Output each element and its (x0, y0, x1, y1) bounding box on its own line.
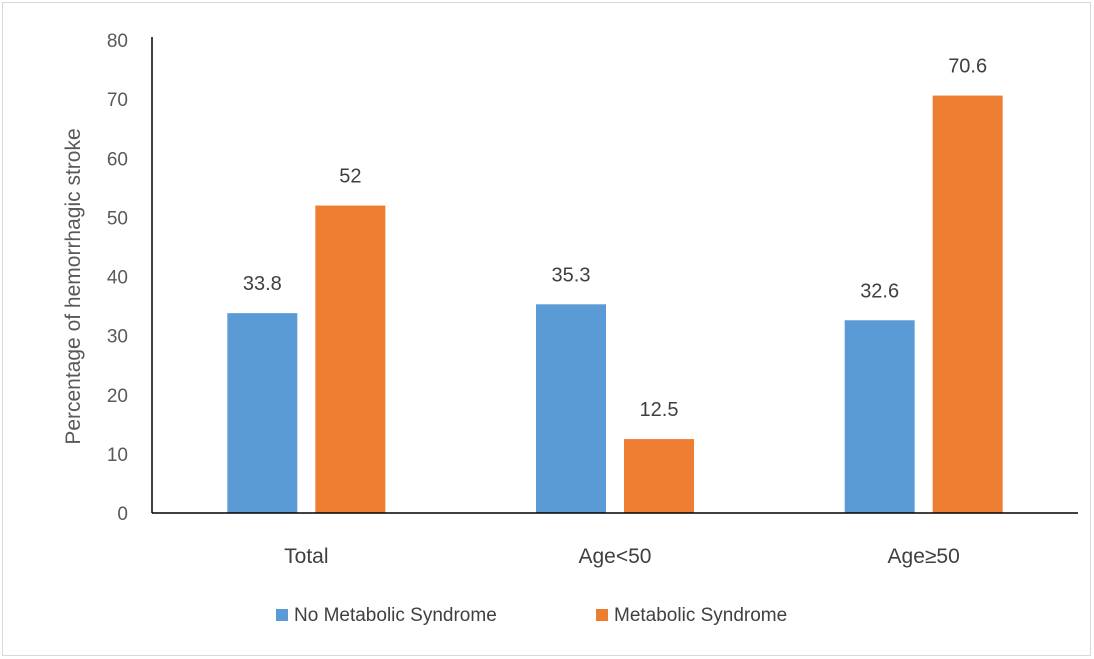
bar-no-metabolic-syndrome (536, 304, 606, 513)
x-axis-categories: Total Age<50 Age≥50 (284, 545, 960, 568)
y-tick-label: 20 (107, 386, 128, 407)
data-label: 70.6 (948, 56, 987, 78)
bar-metabolic-syndrome (932, 95, 1003, 513)
y-tick-label: 50 (107, 208, 128, 229)
y-axis-label: Percentage of hemorrhagic stroke (62, 128, 85, 444)
y-axis-ticks: 0 10 20 30 40 50 60 70 80 (107, 31, 128, 525)
x-category-label: Age<50 (579, 545, 652, 568)
y-tick-label: 40 (107, 268, 128, 289)
bar-no-metabolic-syndrome (227, 313, 298, 513)
bar-metabolic-syndrome (624, 439, 694, 513)
y-tick-label: 0 (117, 504, 128, 525)
y-tick-label: 80 (107, 31, 128, 52)
y-tick-label: 70 (107, 90, 128, 111)
data-label: 52 (339, 166, 361, 188)
y-tick-label: 60 (107, 149, 128, 170)
data-label: 32.6 (860, 280, 899, 302)
bar-metabolic-syndrome (315, 205, 386, 514)
legend-swatch (276, 609, 288, 621)
data-label: 33.8 (243, 273, 282, 295)
legend-label: Metabolic Syndrome (614, 605, 787, 626)
legend: No Metabolic Syndrome Metabolic Syndrome (276, 605, 787, 626)
x-category-label: Age≥50 (888, 545, 960, 568)
x-category-label: Total (284, 545, 328, 568)
data-labels: 33.8 52 35.3 12.5 32.6 70.6 (243, 56, 987, 422)
y-tick-label: 10 (107, 445, 128, 466)
legend-label: No Metabolic Syndrome (294, 605, 497, 626)
y-tick-label: 30 (107, 327, 128, 348)
bar-no-metabolic-syndrome (844, 320, 915, 513)
bars (227, 95, 1003, 514)
data-label: 12.5 (640, 399, 679, 421)
data-label: 35.3 (552, 264, 591, 286)
legend-swatch (596, 609, 608, 621)
